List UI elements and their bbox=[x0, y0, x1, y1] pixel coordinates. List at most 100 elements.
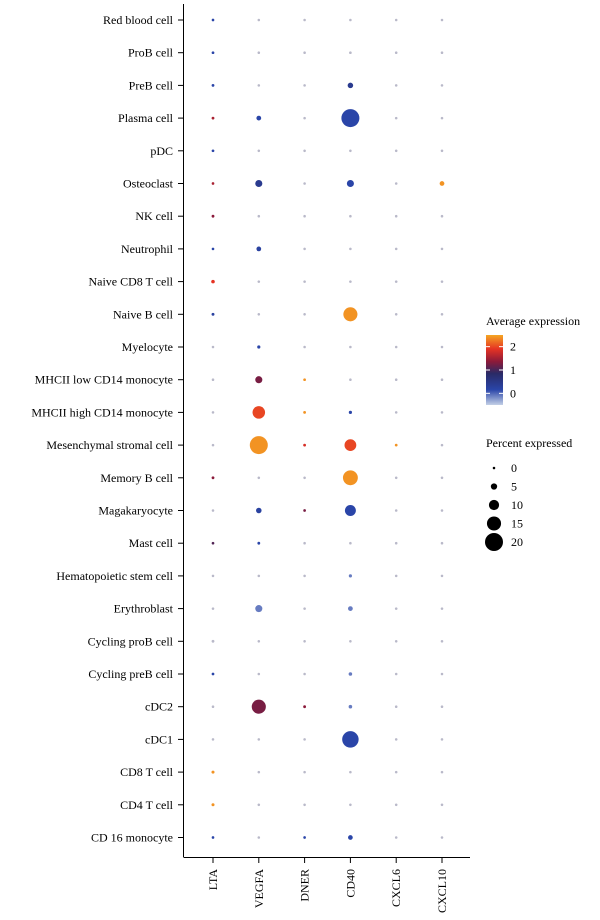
dot-dner bbox=[303, 509, 306, 512]
dot-lta bbox=[211, 770, 215, 774]
dot-dner bbox=[303, 280, 306, 283]
dot-cd40 bbox=[349, 770, 352, 774]
dot-vegfa bbox=[257, 574, 261, 578]
dot-dner bbox=[303, 443, 306, 447]
dot-cxcl6 bbox=[394, 182, 398, 185]
dot-cd40 bbox=[341, 109, 360, 128]
dot-cxcl10 bbox=[440, 84, 444, 87]
dot-lta bbox=[211, 182, 215, 185]
dot-cd40 bbox=[342, 731, 359, 748]
cell-type-label: Neutrophil bbox=[121, 242, 174, 256]
cell-type-label: PreB cell bbox=[129, 78, 174, 92]
dot-cxcl6 bbox=[394, 574, 398, 578]
cell-type-label: Red blood cell bbox=[103, 13, 174, 27]
dot-lta bbox=[211, 639, 215, 643]
dot-cxcl6 bbox=[394, 770, 398, 774]
size-legend-title: Percent expressed bbox=[486, 436, 572, 450]
dot-vegfa bbox=[257, 640, 261, 643]
dot-cd40 bbox=[349, 149, 352, 153]
dot-dner bbox=[303, 738, 306, 741]
gene-label: LTA bbox=[206, 869, 220, 891]
cell-type-label: MHCII high CD14 monocyte bbox=[31, 405, 173, 419]
size-legend-dot bbox=[492, 466, 496, 470]
color-tick-label: 2 bbox=[510, 340, 516, 354]
dot-dner bbox=[303, 182, 306, 185]
dot-cxcl10 bbox=[440, 770, 444, 774]
dot-cxcl10 bbox=[440, 574, 444, 578]
size-legend-dot bbox=[488, 499, 500, 511]
dot-lta bbox=[211, 279, 215, 284]
dot-vegfa bbox=[257, 51, 261, 54]
cell-type-label: Naive CD8 T cell bbox=[88, 275, 173, 289]
cell-type-label: MHCII low CD14 monocyte bbox=[35, 373, 173, 387]
dot-vegfa bbox=[256, 246, 262, 252]
cell-type-label: Osteoclast bbox=[123, 177, 174, 191]
dot-dner bbox=[303, 476, 306, 480]
dot-lta bbox=[211, 312, 215, 316]
color-tick-label: 0 bbox=[510, 386, 516, 400]
gene-label: CXCL10 bbox=[435, 869, 449, 913]
dot-dner bbox=[303, 574, 306, 578]
dot-lta bbox=[211, 476, 215, 480]
cell-type-label: CD4 T cell bbox=[120, 798, 174, 812]
dot-cxcl10 bbox=[440, 607, 444, 610]
color-legend-ticks: 2 1 0 bbox=[486, 340, 516, 400]
dot-cd40 bbox=[349, 18, 352, 22]
dot-cd40 bbox=[342, 470, 358, 486]
dot-vegfa bbox=[249, 436, 268, 455]
dot-vegfa bbox=[257, 770, 261, 774]
column-labels: LTA VEGFA DNER CD40 CXCL6 CXCL10 bbox=[206, 869, 449, 913]
dot-lta bbox=[211, 149, 215, 153]
dot-cxcl6 bbox=[394, 18, 398, 22]
x-ticks bbox=[212, 857, 443, 863]
dot-dner bbox=[303, 411, 306, 414]
dot-lta bbox=[211, 116, 215, 120]
cell-type-label: CD 16 monocyte bbox=[91, 831, 173, 845]
dot-cxcl10 bbox=[439, 181, 445, 186]
dot-cxcl6 bbox=[394, 214, 398, 218]
dot-lta bbox=[211, 541, 215, 545]
dot-cxcl6 bbox=[394, 51, 398, 54]
dot-cd40 bbox=[349, 214, 352, 218]
dot-vegfa bbox=[257, 149, 261, 153]
dot-vegfa bbox=[251, 699, 266, 714]
dot-vegfa bbox=[257, 738, 261, 741]
cell-type-label: Erythroblast bbox=[114, 602, 174, 616]
dot-cxcl10 bbox=[440, 280, 444, 283]
dot-lta bbox=[211, 509, 215, 512]
size-legend-label: 20 bbox=[511, 535, 523, 549]
size-legend: Percent expressed 0 5 10 15 20 bbox=[485, 436, 572, 551]
dot-cxcl10 bbox=[440, 640, 444, 643]
dot-lta bbox=[211, 705, 215, 708]
cell-type-label: ProB cell bbox=[128, 46, 174, 60]
dot-cxcl6 bbox=[394, 836, 398, 839]
dot-cxcl6 bbox=[394, 84, 398, 87]
dot-lta bbox=[211, 214, 215, 218]
dot-vegfa bbox=[257, 214, 261, 218]
cell-type-label: Mast cell bbox=[129, 536, 174, 550]
dot-vegfa bbox=[257, 84, 261, 87]
dot-cxcl10 bbox=[440, 149, 444, 153]
cell-type-label: Cycling preB cell bbox=[88, 667, 173, 681]
dot-cxcl10 bbox=[440, 738, 444, 741]
dot-cxcl10 bbox=[440, 51, 444, 54]
dot-vegfa bbox=[257, 313, 261, 316]
dot-cd40 bbox=[349, 803, 352, 807]
dot-dner bbox=[303, 541, 306, 545]
dot-cd40 bbox=[349, 247, 352, 251]
dot-vegfa bbox=[255, 605, 263, 613]
size-legend-label: 5 bbox=[511, 480, 517, 494]
dot-cxcl6 bbox=[394, 280, 398, 283]
cell-type-label: NK cell bbox=[135, 209, 173, 223]
cell-type-label: cDC2 bbox=[145, 700, 173, 714]
dot-cxcl10 bbox=[440, 476, 444, 480]
dot-vegfa bbox=[257, 476, 261, 480]
dot-cd40 bbox=[349, 640, 352, 643]
dot-cd40 bbox=[343, 307, 358, 322]
dot-lta bbox=[211, 803, 215, 807]
cell-type-label: Magakaryocyte bbox=[98, 504, 173, 518]
dot-lta bbox=[211, 345, 215, 349]
dot-vegfa bbox=[255, 376, 263, 384]
dot-cxcl10 bbox=[440, 705, 444, 708]
dot-cd40 bbox=[349, 541, 352, 545]
